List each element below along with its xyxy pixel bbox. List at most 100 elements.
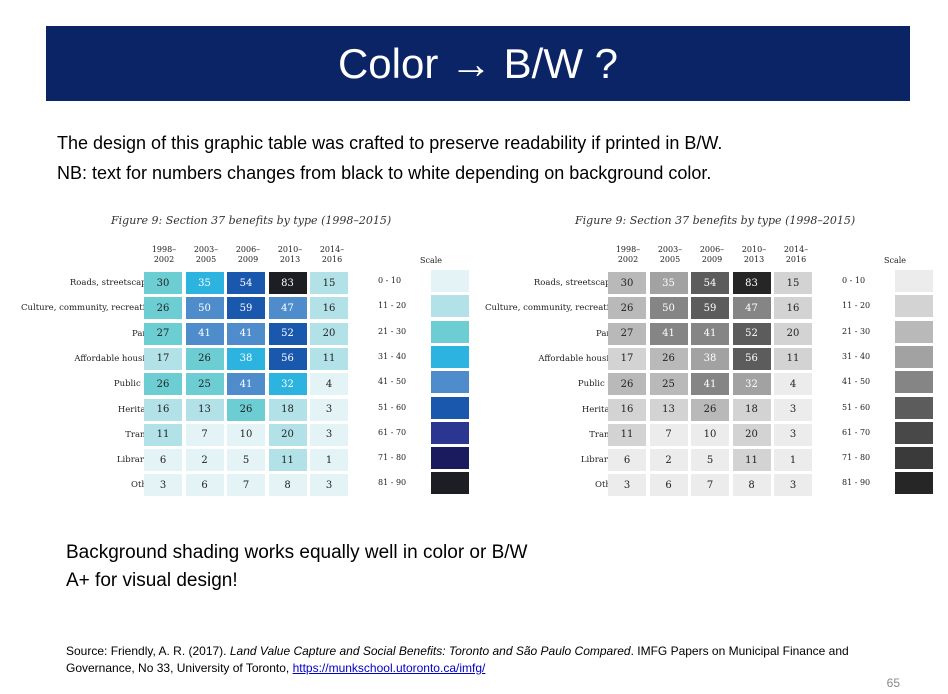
color-table-cell: 41 (227, 373, 265, 396)
color-row-label: Public art (113, 379, 156, 390)
color-table-cell: 27 (144, 322, 182, 345)
bw-scale-swatch (895, 472, 933, 495)
bw-table-cell: 7 (691, 474, 729, 497)
color-table-cell: 25 (185, 373, 224, 396)
slide-title: Color → B/W ? (337, 39, 619, 87)
bw-table-cell: 50 (649, 297, 688, 320)
bw-table-cell: 5 (691, 449, 729, 472)
source-prefix: Source: Friendly, A. R. (2017). (66, 644, 230, 658)
bw-row-label: Transit (589, 429, 620, 440)
source-citation: Source: Friendly, A. R. (2017). Land Val… (66, 643, 866, 677)
color-table-cell: 13 (185, 398, 224, 421)
bw-table-cell: 17 (608, 347, 646, 370)
bw-table-cell: 15 (774, 272, 812, 294)
color-scale-swatch (431, 270, 469, 292)
color-scale-label: 41 - 50 (378, 377, 407, 387)
color-table-cell: 2 (185, 449, 224, 472)
color-table-cell: 41 (227, 322, 265, 345)
color-table-cell: 16 (144, 398, 182, 421)
color-table-cell: 6 (185, 474, 224, 497)
color-row-label: Heritage (117, 404, 156, 415)
bw-row-label: Libraries (580, 455, 620, 466)
color-table-cell: 4 (310, 373, 348, 396)
color-table-cell: 26 (185, 347, 224, 370)
color-table-cell: 50 (185, 297, 224, 320)
color-table-cell: 32 (268, 373, 307, 396)
bw-scale-label: 61 - 70 (842, 427, 871, 437)
color-scale-swatch (431, 320, 469, 343)
color-column-header: 1998– 2002 (151, 245, 177, 264)
source-suffix: . IMFG Papers on Municipal Finance and G… (66, 644, 849, 675)
bw-scale-label: 11 - 20 (842, 301, 871, 311)
bw-row-label: Culture, community, recreation (485, 303, 620, 314)
source-title: Land Value Capture and Social Benefits: … (229, 644, 631, 658)
bw-column-header: 2006– 2009 (699, 245, 725, 264)
color-table-cell: 1 (310, 449, 348, 472)
color-table-cell: 41 (185, 322, 224, 345)
bw-table-cell: 11 (608, 423, 646, 446)
color-table-cell: 20 (310, 322, 348, 345)
color-table-cell: 56 (268, 347, 307, 370)
bw-figure-title: Figure 9: Section 37 benefits by type (1… (575, 214, 856, 227)
color-scale-swatch (431, 295, 469, 318)
color-scale-label: 51 - 60 (378, 402, 407, 412)
bw-table-cell: 4 (774, 373, 812, 396)
bw-column-header: 1998– 2002 (615, 245, 641, 264)
bw-row-label: Parks (470, 323, 620, 345)
bw-scale-swatch (895, 295, 933, 318)
color-scale-swatch (431, 421, 469, 444)
color-scale-label: 21 - 30 (378, 326, 407, 336)
bw-scale-swatch (895, 421, 933, 444)
color-scale-swatch (431, 345, 469, 368)
bw-table-cell: 10 (691, 423, 729, 446)
bw-scale-swatch (895, 396, 933, 419)
color-row-label: Parks (6, 323, 156, 345)
bw-table-cell: 41 (649, 322, 688, 345)
color-table-cell: 11 (144, 423, 182, 446)
bw-table-cell: 26 (649, 347, 688, 370)
bw-scale-swatch (895, 371, 933, 394)
bw-table-cell: 52 (732, 322, 771, 345)
color-table-cell: 11 (268, 449, 307, 472)
color-table-cell: 16 (310, 297, 348, 320)
bw-scale-label: 81 - 90 (842, 478, 871, 488)
bw-scale-label: 31 - 40 (842, 351, 871, 361)
bw-table-cell: 38 (691, 347, 729, 370)
color-column-header: 2003– 2005 (193, 245, 219, 264)
bw-table-cell: 20 (774, 322, 812, 345)
color-table-cell: 54 (227, 272, 265, 294)
bw-table-cell: 30 (608, 272, 646, 294)
bw-table-cell: 13 (649, 398, 688, 421)
bw-scale-title: Scale (884, 256, 907, 265)
color-table-cell: 83 (268, 272, 307, 294)
color-table-cell: 15 (310, 272, 348, 294)
bw-table-cell: 47 (732, 297, 771, 320)
bw-table-cell: 18 (732, 398, 771, 421)
intro-line-1: The design of this graphic table was cra… (57, 133, 723, 153)
color-column-header: 2006– 2009 (235, 245, 261, 264)
bw-table-cell: 11 (732, 449, 771, 472)
color-table-cell: 3 (144, 474, 182, 497)
note-line-1: Background shading works equally well in… (66, 542, 528, 563)
bw-column-header: 2010– 2013 (741, 245, 767, 264)
color-table-cell: 26 (227, 398, 265, 421)
bw-table-cell: 6 (649, 474, 688, 497)
color-row-label: Other (6, 474, 156, 496)
color-table-cell: 3 (310, 398, 348, 421)
bw-row-label: Roads, streetscapes (533, 278, 620, 288)
intro-line-2: NB: text for numbers changes from black … (57, 163, 712, 183)
bw-table-cell: 3 (774, 398, 812, 421)
slide-title-bar: Color → B/W ? (46, 26, 910, 101)
bw-table-cell: 8 (732, 474, 771, 497)
color-scale-label: 61 - 70 (378, 427, 407, 437)
bw-scale-label: 71 - 80 (842, 453, 871, 463)
color-scale-label: 0 - 10 (378, 276, 402, 285)
bw-scale-label: 21 - 30 (842, 326, 871, 336)
bw-table-cell: 35 (649, 272, 688, 294)
color-table-cell: 17 (144, 347, 182, 370)
source-link[interactable]: https://munkschool.utoronto.ca/imfg/ (292, 661, 486, 675)
bw-column-header: 2014– 2016 (783, 245, 809, 264)
color-scale-label: 31 - 40 (378, 351, 407, 361)
color-table-cell: 8 (268, 474, 307, 497)
color-table-cell: 18 (268, 398, 307, 421)
